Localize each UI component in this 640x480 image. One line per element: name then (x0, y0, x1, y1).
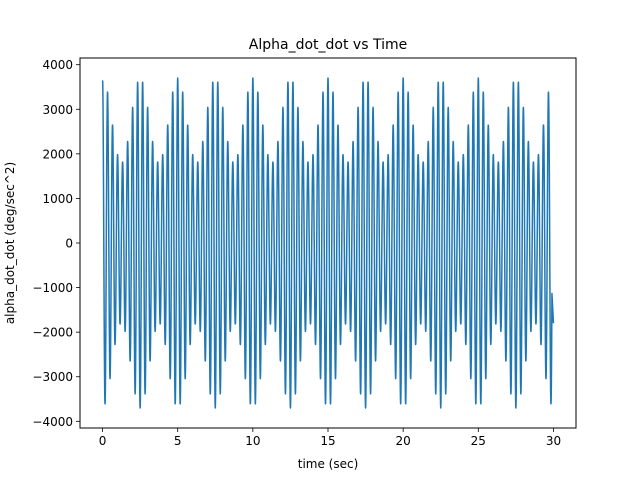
x-tick-label: 30 (546, 434, 561, 448)
y-tick-label: 3000 (42, 103, 73, 117)
series-layer (101, 77, 555, 409)
y-tick-label: 4000 (42, 58, 73, 72)
y-tick-label: 1000 (42, 192, 73, 206)
x-tick-label: 15 (320, 434, 335, 448)
y-tick-label: −1000 (32, 281, 73, 295)
x-axis: 0 5 10 15 20 25 30 (99, 428, 561, 448)
x-tick-label: 10 (245, 434, 260, 448)
x-tick-label: 25 (471, 434, 486, 448)
x-tick-label: 5 (174, 434, 182, 448)
y-axis-label: alpha_dot_dot (deg/sec^2) (3, 162, 17, 324)
y-tick-label: 2000 (42, 147, 73, 161)
x-tick-label: 0 (99, 434, 107, 448)
y-axis: −4000 −3000 −2000 −1000 0 1000 2000 3000 4000 (32, 58, 80, 429)
y-tick-label: 0 (65, 237, 73, 251)
x-tick-label: 20 (396, 434, 411, 448)
x-axis-label: time (sec) (298, 457, 359, 471)
y-tick-label: −4000 (32, 415, 73, 429)
y-tick-label: −2000 (32, 326, 73, 340)
series-line-0 (101, 77, 555, 409)
y-tick-label: −3000 (32, 370, 73, 384)
chart-title: Alpha_dot_dot vs Time (249, 37, 407, 53)
